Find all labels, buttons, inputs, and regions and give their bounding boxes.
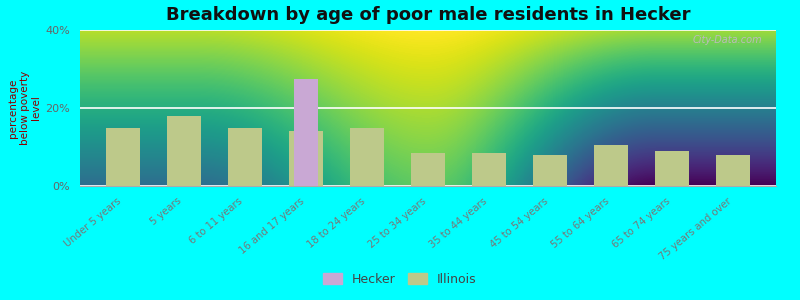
Bar — [717, 155, 750, 186]
Bar — [294, 79, 318, 186]
Y-axis label: percentage
below poverty
level: percentage below poverty level — [8, 71, 42, 145]
Title: Breakdown by age of poor male residents in Hecker: Breakdown by age of poor male residents … — [166, 6, 690, 24]
Bar — [411, 153, 445, 186]
Bar — [472, 153, 506, 186]
Bar — [350, 128, 384, 186]
Bar — [594, 145, 628, 186]
Bar — [289, 131, 322, 186]
Bar — [534, 155, 567, 186]
Legend: Hecker, Illinois: Hecker, Illinois — [318, 268, 482, 291]
Bar — [655, 151, 689, 186]
Bar — [167, 116, 201, 186]
Bar — [106, 128, 139, 186]
Bar — [228, 128, 262, 186]
Text: City-Data.com: City-Data.com — [693, 35, 762, 45]
